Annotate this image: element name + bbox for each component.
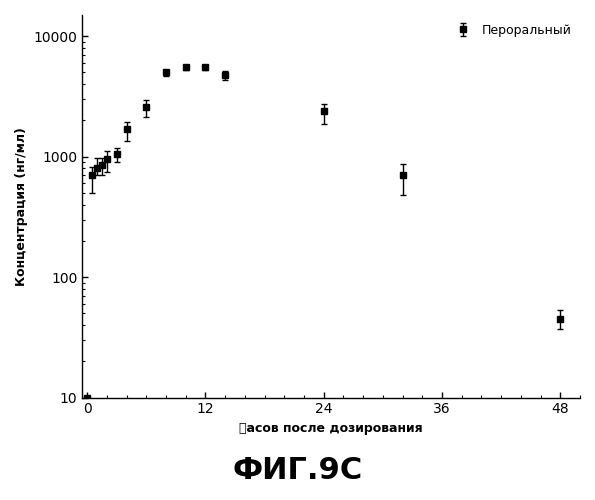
X-axis label: 䉺асов после дозирования: 䉺асов после дозирования xyxy=(239,422,423,435)
Text: ФИГ.9C: ФИГ.9C xyxy=(233,456,362,485)
Legend: Пероральный: Пероральный xyxy=(447,21,574,40)
Y-axis label: Концентрация (нг/мл): Концентрация (нг/мл) xyxy=(15,127,28,286)
